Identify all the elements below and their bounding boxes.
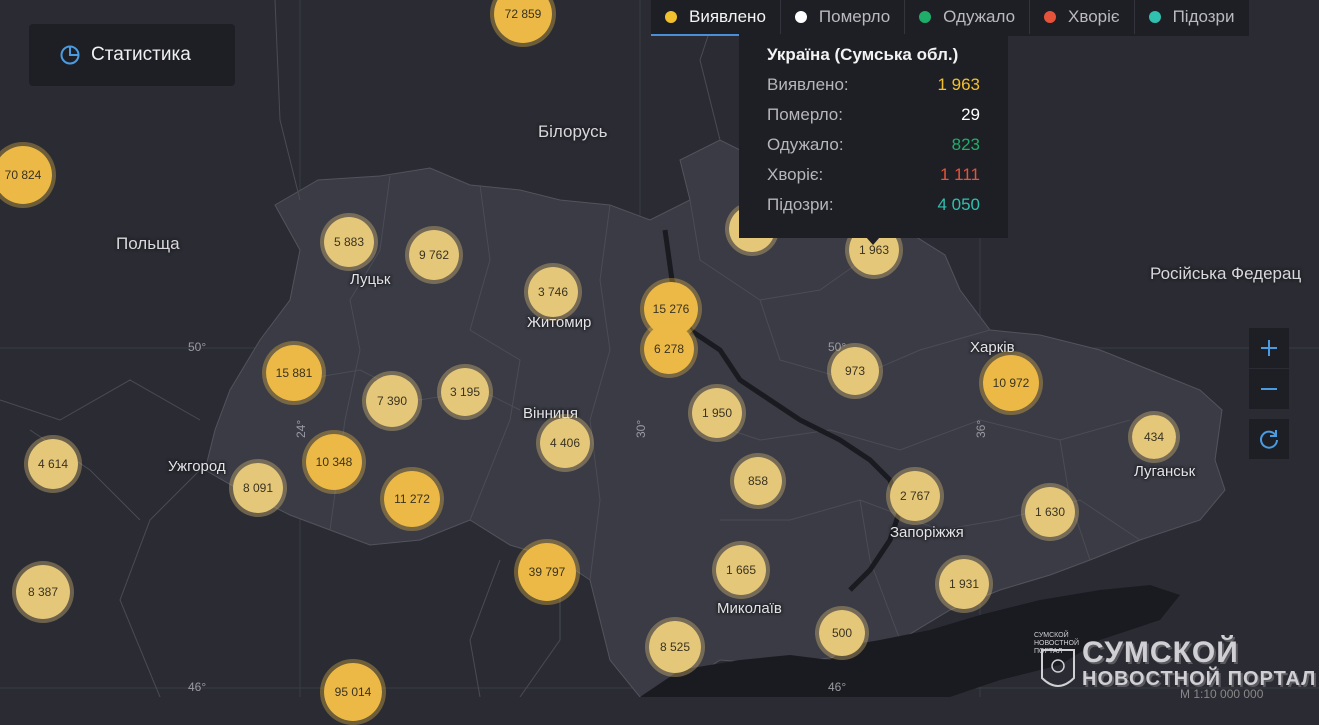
tab-sick[interactable]: Хворіє	[1030, 0, 1135, 34]
map-cluster-marker[interactable]: 5 883	[320, 213, 378, 271]
map-cluster-marker[interactable]: 9 762	[405, 226, 463, 284]
tooltip-value: 29	[961, 105, 980, 124]
tooltip-row-suspected: Підозри: 4 050	[767, 190, 980, 220]
pie-chart-icon	[60, 45, 80, 65]
map-cluster-marker[interactable]: 434	[1128, 411, 1180, 463]
tab-label: Підозри	[1172, 7, 1235, 26]
plus-icon	[1261, 340, 1277, 356]
recovered-dot-icon	[919, 11, 932, 23]
map-cluster-marker[interactable]: 39 797	[514, 539, 580, 605]
tooltip-row-died: Померло: 29	[767, 100, 980, 130]
country-label-russia: Російська Федерац	[1150, 264, 1302, 283]
minus-icon	[1261, 388, 1277, 390]
map-cluster-marker[interactable]: 10 348	[302, 430, 366, 494]
map-cluster-marker[interactable]: 500	[815, 606, 869, 660]
map-cluster-marker[interactable]: 72 859	[490, 0, 556, 47]
map-cluster-marker[interactable]: 1 931	[935, 555, 993, 613]
tooltip-title: Україна (Сумська обл.)	[767, 45, 959, 64]
tooltip-row-recovered: Одужало: 823	[767, 130, 980, 160]
tooltip-value: 1 963	[937, 75, 980, 94]
map-scale: М 1:10 000 000	[1180, 687, 1264, 701]
detected-dot-icon	[665, 11, 677, 23]
grid-label-lat: 46°	[188, 680, 207, 694]
city-label-mykolaiv: Миколаїв	[717, 600, 782, 617]
map-cluster-marker[interactable]: 2 767	[886, 467, 944, 525]
reset-view-button[interactable]	[1249, 419, 1289, 459]
watermark-small-text: СУМСКОЙ НОВОСТНОЙ ПОРТАЛ	[1034, 632, 1080, 655]
tooltip-pointer	[866, 237, 880, 245]
grid-label-lon: 24°	[294, 419, 308, 438]
map-cluster-marker[interactable]: 15 881	[262, 341, 326, 405]
grid-label-lat: 50°	[188, 340, 207, 354]
statistics-button[interactable]: Статистика	[29, 24, 235, 86]
tab-label: Померло	[818, 7, 891, 26]
map-cluster-marker[interactable]: 3 746	[524, 263, 582, 321]
tab-recovered[interactable]: Одужало	[905, 0, 1031, 34]
map-cluster-marker[interactable]: 7 390	[362, 371, 422, 431]
watermark-title: СУМСКОЙ	[1082, 636, 1239, 669]
city-label-zaporizhzhia: Запоріжжя	[890, 524, 964, 541]
tab-label: Виявлено	[689, 7, 766, 26]
dnipro-river	[662, 229, 903, 592]
zoom-in-button[interactable]	[1249, 328, 1289, 368]
died-dot-icon	[794, 11, 807, 23]
tooltip-value: 4 050	[937, 195, 980, 214]
map-cluster-marker[interactable]: 10 972	[979, 351, 1043, 415]
city-label-luhansk: Луганськ	[1134, 463, 1196, 480]
map-cluster-marker[interactable]: 4 614	[24, 435, 82, 493]
region-tooltip: Україна (Сумська обл.) Виявлено: 1 963 П…	[739, 34, 1008, 238]
tooltip-row-sick: Хворіє: 1 111	[767, 160, 980, 190]
map-cluster-marker[interactable]: 6 278	[640, 320, 698, 378]
suspected-dot-icon	[1148, 11, 1161, 23]
grid-label-lon: 30°	[634, 419, 648, 438]
tab-detected[interactable]: Виявлено	[651, 0, 781, 36]
tab-label: Хворіє	[1068, 7, 1120, 26]
map-cluster-marker[interactable]: 1 630	[1021, 483, 1079, 541]
map-cluster-marker[interactable]: 70 824	[0, 142, 56, 208]
tooltip-value: 1 111	[939, 165, 980, 184]
tab-label: Одужало	[943, 7, 1016, 26]
country-label-poland: Польща	[116, 234, 180, 253]
tab-suspected[interactable]: Підозри	[1135, 0, 1249, 34]
black-sea	[640, 585, 1180, 697]
watermark-logo: СУМСКОЙ НОВОСТНОЙ ПОРТАЛ СУМСКОЙ НОВОСТН…	[1034, 632, 1319, 697]
country-label-belarus: Білорусь	[538, 122, 608, 141]
map-cluster-marker[interactable]: 95 014	[320, 659, 386, 725]
map-cluster-marker[interactable]: 8 387	[12, 561, 74, 623]
map-cluster-marker[interactable]: 11 272	[380, 467, 444, 531]
map-cluster-marker[interactable]: 4 406	[536, 414, 594, 472]
map-cluster-marker[interactable]: 1 950	[688, 384, 746, 442]
tab-died[interactable]: Померло	[781, 0, 906, 34]
map-cluster-marker[interactable]: 3 195	[437, 364, 493, 420]
refresh-icon	[1260, 430, 1278, 449]
zoom-out-button[interactable]	[1249, 369, 1289, 409]
filter-tabs: Виявлено Померло Одужало Хворіє Підозри	[651, 0, 1249, 36]
map-cluster-marker[interactable]: 8 091	[229, 459, 287, 517]
grid-label-lon: 36°	[974, 419, 988, 438]
city-label-lutsk: Луцьк	[350, 271, 391, 288]
watermark-subtitle: НОВОСТНОЙ ПОРТАЛ	[1082, 668, 1317, 690]
map-cluster-marker[interactable]: 973	[827, 343, 883, 399]
map-cluster-marker[interactable]: 858	[730, 453, 786, 509]
tooltip-value: 823	[951, 135, 980, 154]
grid-label-lat: 46°	[828, 680, 847, 694]
tooltip-row-detected: Виявлено: 1 963	[767, 70, 980, 100]
sick-dot-icon	[1044, 11, 1057, 23]
map-cluster-marker[interactable]: 8 525	[645, 617, 705, 677]
statistics-label: Статистика	[91, 44, 191, 65]
map-cluster-marker[interactable]: 1 665	[712, 541, 770, 599]
coat-of-arms-icon	[1041, 649, 1075, 687]
city-label-uzhhorod: Ужгород	[168, 458, 226, 475]
